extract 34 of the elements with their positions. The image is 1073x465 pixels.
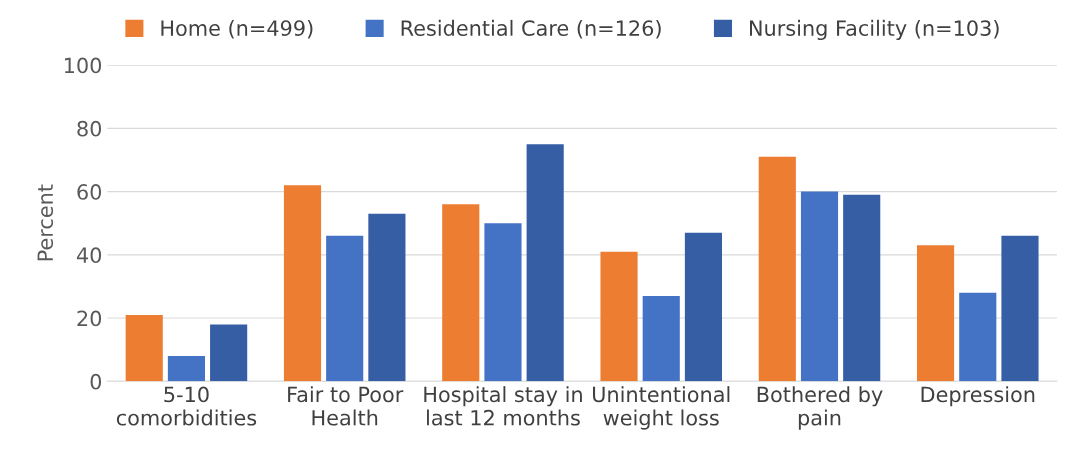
- bar: [484, 223, 522, 382]
- legend-label: Nursing Facility (n=103): [750, 19, 999, 41]
- bar: [600, 251, 638, 382]
- bar: [800, 191, 839, 382]
- y-tick-label: 100: [64, 57, 102, 74]
- y-tick-label: 0: [90, 373, 102, 390]
- y-tick-label: 20: [77, 310, 102, 327]
- bar: [1001, 235, 1039, 382]
- bar: [283, 185, 322, 382]
- bar: [642, 295, 680, 382]
- legend-label: Home (n=499): [161, 19, 313, 39]
- bar: [442, 204, 480, 382]
- y-tick-label: 80: [77, 120, 102, 137]
- bar: [368, 213, 406, 382]
- y-axis-title: Percent: [37, 184, 54, 261]
- bar: [167, 356, 205, 382]
- x-tick-label: Bothered by pain: [757, 386, 883, 430]
- bar: [843, 194, 881, 382]
- x-tick-label: 5-10 comorbidities: [116, 386, 257, 426]
- bar: [125, 314, 163, 382]
- bar: [684, 232, 723, 382]
- legend-label: Residential Care (n=126): [401, 19, 661, 39]
- bar: [758, 156, 796, 382]
- y-tick-label: 40: [76, 247, 102, 264]
- bar: [526, 144, 564, 382]
- bar: [326, 235, 364, 382]
- bar: [917, 245, 955, 382]
- bar: [959, 292, 997, 382]
- x-tick-label: Unintentional weight loss: [593, 386, 730, 430]
- x-tick-label: Depression: [921, 386, 1035, 407]
- y-tick-label: 60: [77, 184, 102, 200]
- x-tick-label: Fair to Poor Health: [288, 386, 404, 426]
- bar: [210, 324, 248, 382]
- x-tick-label: Hospital stay in last 12 months: [424, 386, 582, 426]
